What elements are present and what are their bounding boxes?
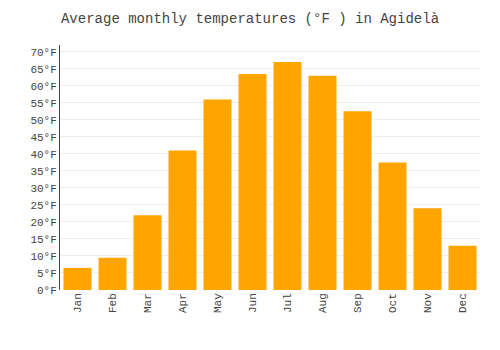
svg-text:65°F: 65°F <box>30 64 56 76</box>
svg-text:Oct: Oct <box>387 293 399 313</box>
svg-text:60°F: 60°F <box>30 81 56 93</box>
svg-text:50°F: 50°F <box>30 115 56 127</box>
svg-text:35°F: 35°F <box>30 166 56 178</box>
svg-text:Aug: Aug <box>317 293 329 313</box>
svg-text:Jul: Jul <box>282 293 294 313</box>
svg-text:0°F: 0°F <box>37 285 57 297</box>
svg-text:55°F: 55°F <box>30 98 56 110</box>
svg-text:40°F: 40°F <box>30 149 56 161</box>
svg-text:Jan: Jan <box>72 293 84 313</box>
svg-text:Average monthly temperatures (: Average monthly temperatures (°F ) in Ag… <box>61 11 439 27</box>
svg-text:Mar: Mar <box>142 293 154 313</box>
svg-text:30°F: 30°F <box>30 183 56 195</box>
svg-text:Jun: Jun <box>247 293 259 313</box>
svg-text:May: May <box>212 293 224 313</box>
svg-text:20°F: 20°F <box>30 217 56 229</box>
svg-text:70°F: 70°F <box>30 47 56 59</box>
svg-text:45°F: 45°F <box>30 132 56 144</box>
svg-text:Apr: Apr <box>177 293 189 313</box>
svg-text:25°F: 25°F <box>30 200 56 212</box>
svg-text:Dec: Dec <box>457 293 469 313</box>
svg-text:5°F: 5°F <box>37 268 57 280</box>
svg-text:Feb: Feb <box>107 293 119 313</box>
svg-text:15°F: 15°F <box>30 234 56 246</box>
svg-text:10°F: 10°F <box>30 251 56 263</box>
svg-text:Sep: Sep <box>352 293 364 313</box>
svg-text:Nov: Nov <box>422 293 434 313</box>
